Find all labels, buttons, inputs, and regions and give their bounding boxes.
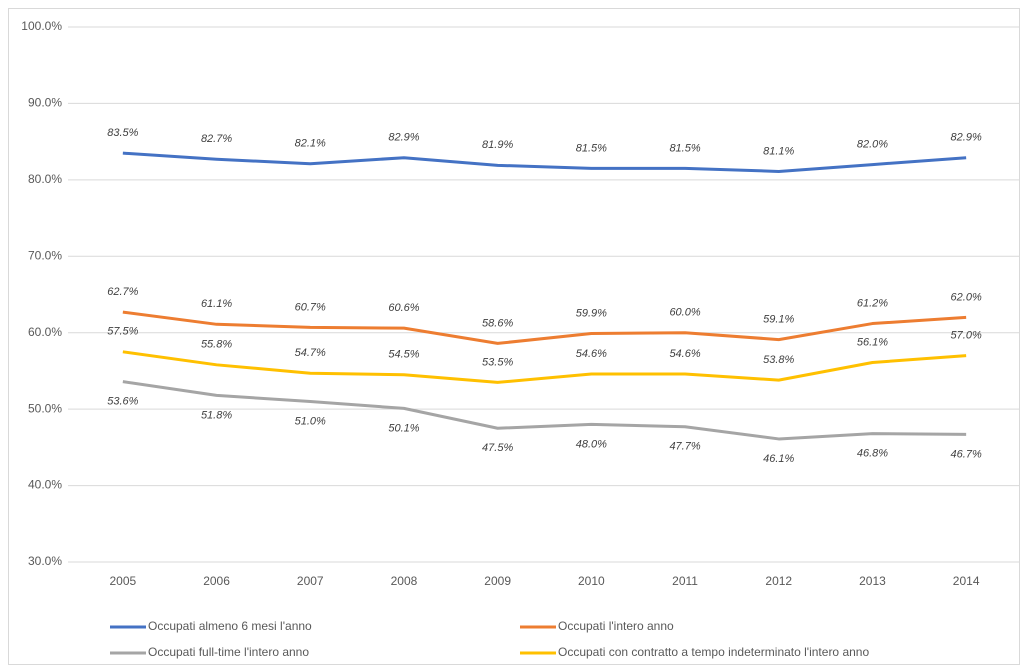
data-label: 81.5% [576, 142, 607, 154]
y-tick-label: 40.0% [28, 478, 62, 492]
data-label: 81.1% [763, 145, 794, 157]
y-tick-label: 30.0% [28, 554, 62, 568]
data-label: 51.0% [295, 415, 326, 427]
data-label: 61.2% [857, 297, 888, 309]
y-tick-label: 90.0% [28, 96, 62, 110]
series-line [122, 350, 967, 384]
data-label: 59.1% [763, 313, 794, 325]
data-label: 57.5% [107, 326, 138, 338]
data-label: 62.0% [951, 291, 982, 303]
data-label: 53.6% [107, 396, 138, 408]
x-tick-label: 2007 [297, 574, 324, 588]
series-line [122, 151, 967, 173]
data-label: 82.9% [951, 132, 982, 144]
data-label: 62.7% [107, 286, 138, 298]
data-label: 53.8% [763, 354, 794, 366]
y-tick-label: 100.0% [21, 19, 62, 33]
y-tick-label: 60.0% [28, 325, 62, 339]
data-label: 83.5% [107, 127, 138, 139]
legend-label: Occupati almeno 6 mesi l'anno [148, 619, 312, 633]
legend-label: Occupati con contratto a tempo indetermi… [558, 645, 869, 659]
data-label: 51.8% [201, 409, 232, 421]
data-label: 57.0% [951, 330, 982, 342]
data-label: 60.6% [388, 302, 419, 314]
data-label: 46.1% [763, 453, 794, 465]
x-tick-label: 2012 [765, 574, 792, 588]
data-label: 60.0% [669, 307, 700, 319]
data-label: 81.5% [669, 142, 700, 154]
data-label: 53.5% [482, 356, 513, 368]
x-tick-label: 2014 [953, 574, 980, 588]
series-line [122, 380, 967, 441]
data-label: 81.9% [482, 139, 513, 151]
data-label: 50.1% [388, 422, 419, 434]
data-label: 61.1% [201, 298, 232, 310]
y-tick-label: 50.0% [28, 401, 62, 415]
data-label: 47.7% [669, 441, 700, 453]
data-label: 48.0% [576, 438, 607, 450]
data-label: 58.6% [482, 317, 513, 329]
x-tick-label: 2008 [391, 574, 418, 588]
y-tick-label: 70.0% [28, 248, 62, 262]
x-tick-label: 2009 [484, 574, 511, 588]
data-label: 54.6% [576, 348, 607, 360]
data-label: 54.7% [295, 347, 326, 359]
x-tick-label: 2010 [578, 574, 605, 588]
x-tick-label: 2013 [859, 574, 886, 588]
x-tick-label: 2005 [109, 574, 136, 588]
data-label: 82.9% [388, 132, 419, 144]
data-label: 56.1% [857, 336, 888, 348]
data-label: 82.0% [857, 138, 888, 150]
data-label: 46.8% [857, 448, 888, 460]
data-label: 82.1% [295, 138, 326, 150]
legend-label: Occupati full-time l'intero anno [148, 645, 309, 659]
legend-label: Occupati l'intero anno [558, 619, 674, 633]
data-label: 54.5% [388, 349, 419, 361]
data-label: 59.9% [576, 307, 607, 319]
x-tick-label: 2011 [672, 574, 698, 588]
data-label: 60.7% [295, 301, 326, 313]
data-label: 47.5% [482, 442, 513, 454]
data-label: 54.6% [669, 348, 700, 360]
data-label: 82.7% [201, 133, 232, 145]
y-tick-label: 80.0% [28, 172, 62, 186]
chart-border [8, 8, 1020, 665]
data-label: 46.7% [951, 448, 982, 460]
series-line [122, 310, 967, 345]
x-tick-label: 2006 [203, 574, 230, 588]
data-label: 55.8% [201, 339, 232, 351]
